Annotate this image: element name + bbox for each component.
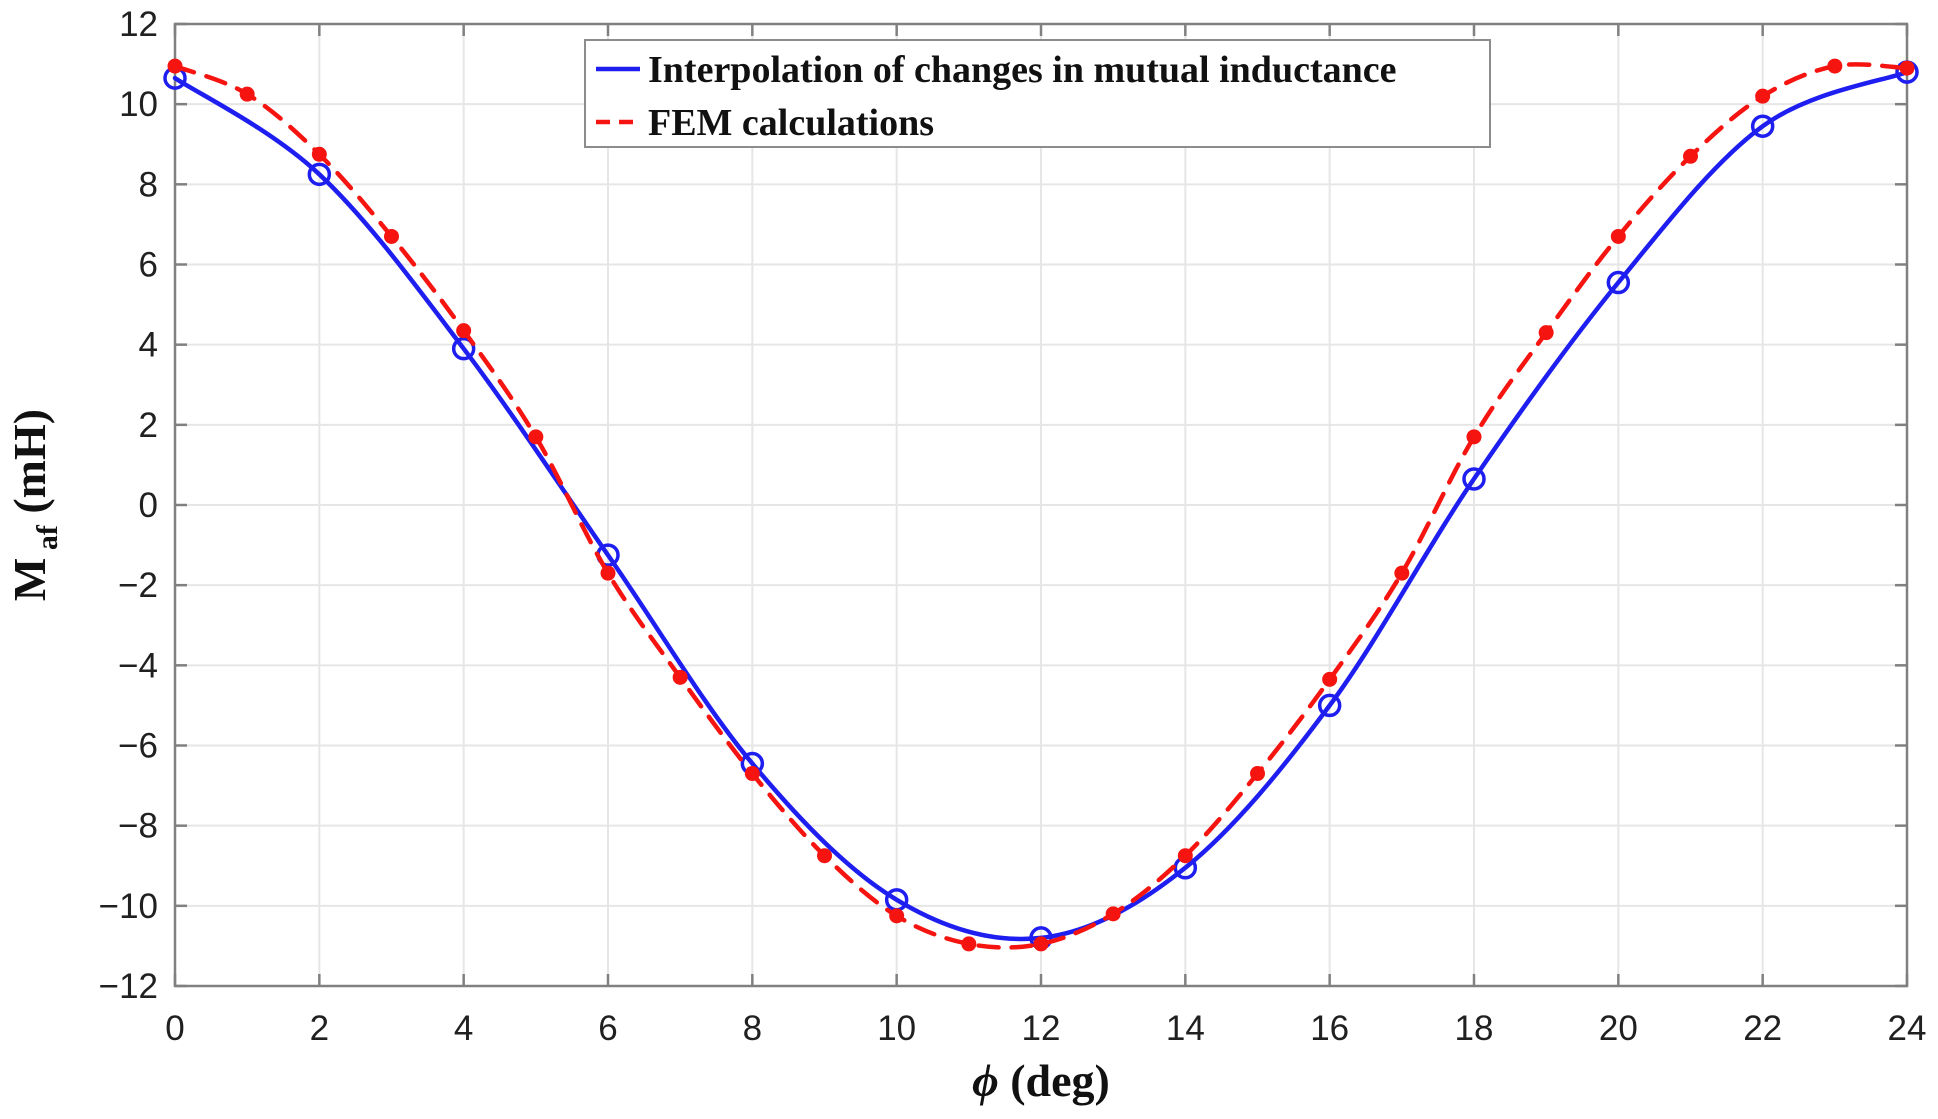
y-axis-subscript: af xyxy=(31,524,64,558)
y-tick-label: 2 xyxy=(139,406,158,445)
data-marker-dot xyxy=(528,429,544,445)
y-tick-label: −12 xyxy=(99,967,158,1006)
data-marker-circle xyxy=(307,162,332,187)
data-marker-dot xyxy=(961,936,977,952)
y-tick-label: 8 xyxy=(139,165,158,204)
data-marker-dot xyxy=(1466,429,1482,445)
data-marker-dot xyxy=(1827,58,1843,74)
legend-entry: Interpolation of changes in mutual induc… xyxy=(596,49,1396,91)
x-tick-label: 10 xyxy=(877,1009,916,1048)
x-tick-label: 8 xyxy=(743,1009,762,1048)
x-tick-label: 6 xyxy=(598,1009,617,1048)
x-tick-label: 14 xyxy=(1166,1009,1205,1048)
legend-entry: FEM calculations xyxy=(596,102,934,144)
y-axis-label: M af (mH) xyxy=(4,409,64,601)
data-marker-dot xyxy=(1899,60,1915,76)
data-marker-dot xyxy=(1322,671,1338,687)
x-tick-label: 4 xyxy=(454,1009,473,1048)
legend-entry-label: Interpolation of changes in mutual induc… xyxy=(648,49,1396,91)
y-tick-label: −8 xyxy=(118,807,158,846)
data-marker-dot xyxy=(384,228,399,244)
x-axis-unit: (deg) xyxy=(999,1055,1110,1106)
x-tick-label: 0 xyxy=(165,1009,184,1048)
data-marker-dot xyxy=(1755,88,1771,104)
legend-box xyxy=(584,39,1491,148)
data-marker-circle xyxy=(451,336,476,361)
x-tick-label: 20 xyxy=(1599,1009,1638,1048)
y-axis-unit: (mH) xyxy=(4,409,55,525)
data-marker-dot xyxy=(1683,148,1698,164)
data-marker-dot xyxy=(1394,565,1410,581)
legend: Interpolation of changes in mutual induc… xyxy=(584,39,1491,148)
y-axis-base: M xyxy=(4,558,55,601)
y-tick-label: −2 xyxy=(118,566,158,605)
data-marker-circle xyxy=(1317,693,1342,718)
data-marker-dot xyxy=(600,565,616,581)
data-marker-dot xyxy=(1250,766,1265,782)
y-tick-label: 0 xyxy=(139,486,158,525)
data-marker-dot xyxy=(167,58,183,74)
y-tick-label: −10 xyxy=(99,887,158,926)
x-tick-label: 24 xyxy=(1888,1009,1927,1048)
y-tick-label: 4 xyxy=(139,326,158,365)
data-marker-dot xyxy=(1610,228,1626,244)
data-marker-dot xyxy=(1033,936,1049,952)
data-marker-dot xyxy=(1177,848,1193,864)
data-marker-dot xyxy=(672,669,688,685)
x-tick-label: 18 xyxy=(1455,1009,1494,1048)
phi-symbol: ϕ xyxy=(972,1055,999,1106)
x-tick-label: 16 xyxy=(1310,1009,1349,1048)
data-marker-dot xyxy=(311,146,327,162)
data-marker-dot xyxy=(744,766,760,782)
y-tick-label: 12 xyxy=(119,5,158,44)
data-marker-circle xyxy=(1606,270,1631,295)
x-tick-label: 22 xyxy=(1743,1009,1782,1048)
x-tick-label: 12 xyxy=(1022,1009,1061,1048)
x-tick-label: 2 xyxy=(310,1009,329,1048)
data-marker-dot xyxy=(239,86,255,102)
data-marker-dot xyxy=(817,848,832,864)
data-marker-dot xyxy=(1538,325,1554,341)
y-tick-label: −6 xyxy=(118,727,158,766)
y-tick-label: −4 xyxy=(118,646,158,685)
data-marker-dot xyxy=(1105,906,1121,922)
data-marker-dot xyxy=(889,908,905,924)
legend-entry-label: FEM calculations xyxy=(648,102,934,144)
x-axis-label: ϕ (deg) xyxy=(972,1055,1110,1106)
data-marker-circle xyxy=(1750,114,1775,138)
y-tick-label: 6 xyxy=(139,246,158,285)
data-marker-circle xyxy=(1462,467,1486,491)
y-tick-label: 10 xyxy=(119,85,158,124)
data-marker-dot xyxy=(456,323,472,339)
